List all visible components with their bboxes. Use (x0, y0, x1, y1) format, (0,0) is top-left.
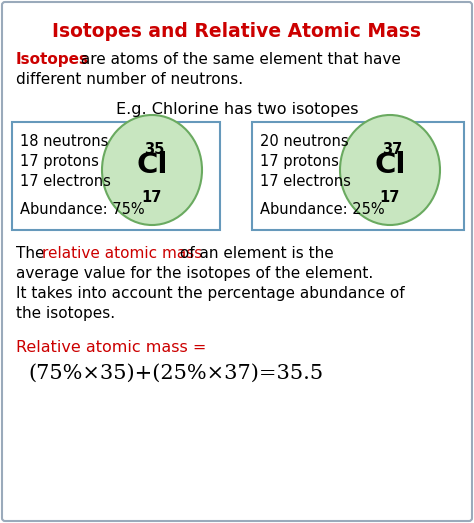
Text: 17 protons: 17 protons (20, 154, 99, 169)
Text: are atoms of the same element that have: are atoms of the same element that have (76, 52, 401, 67)
Text: It takes into account the percentage abundance of: It takes into account the percentage abu… (16, 286, 405, 301)
Text: Abundance: 25%: Abundance: 25% (260, 202, 384, 217)
Text: Cl: Cl (374, 151, 406, 179)
Text: 20 neutrons: 20 neutrons (260, 134, 348, 149)
Ellipse shape (340, 115, 440, 225)
Text: Isotopes: Isotopes (16, 52, 89, 67)
Text: The: The (16, 246, 49, 261)
Text: 17 electrons: 17 electrons (20, 174, 111, 189)
Text: relative atomic mass: relative atomic mass (42, 246, 202, 261)
Text: average value for the isotopes of the element.: average value for the isotopes of the el… (16, 266, 373, 281)
Text: (75%×35)+(25%×37)=35.5: (75%×35)+(25%×37)=35.5 (28, 364, 323, 383)
Text: 37: 37 (382, 142, 402, 157)
Text: 35: 35 (144, 142, 164, 157)
Text: 17: 17 (142, 190, 162, 206)
Text: Relative atomic mass =: Relative atomic mass = (16, 340, 206, 355)
Text: 17 protons: 17 protons (260, 154, 339, 169)
Bar (252, 122, 464, 230)
Bar (12, 122, 220, 230)
Text: E.g. Chlorine has two isotopes: E.g. Chlorine has two isotopes (116, 102, 358, 117)
Text: Abundance: 75%: Abundance: 75% (20, 202, 145, 217)
Text: of an element is the: of an element is the (175, 246, 334, 261)
Text: Cl: Cl (136, 151, 168, 179)
Text: Isotopes and Relative Atomic Mass: Isotopes and Relative Atomic Mass (53, 22, 421, 41)
Text: 18 neutrons: 18 neutrons (20, 134, 109, 149)
Ellipse shape (102, 115, 202, 225)
Text: 17: 17 (380, 190, 400, 206)
Text: different number of neutrons.: different number of neutrons. (16, 72, 243, 87)
Text: 17 electrons: 17 electrons (260, 174, 351, 189)
Text: the isotopes.: the isotopes. (16, 306, 115, 321)
